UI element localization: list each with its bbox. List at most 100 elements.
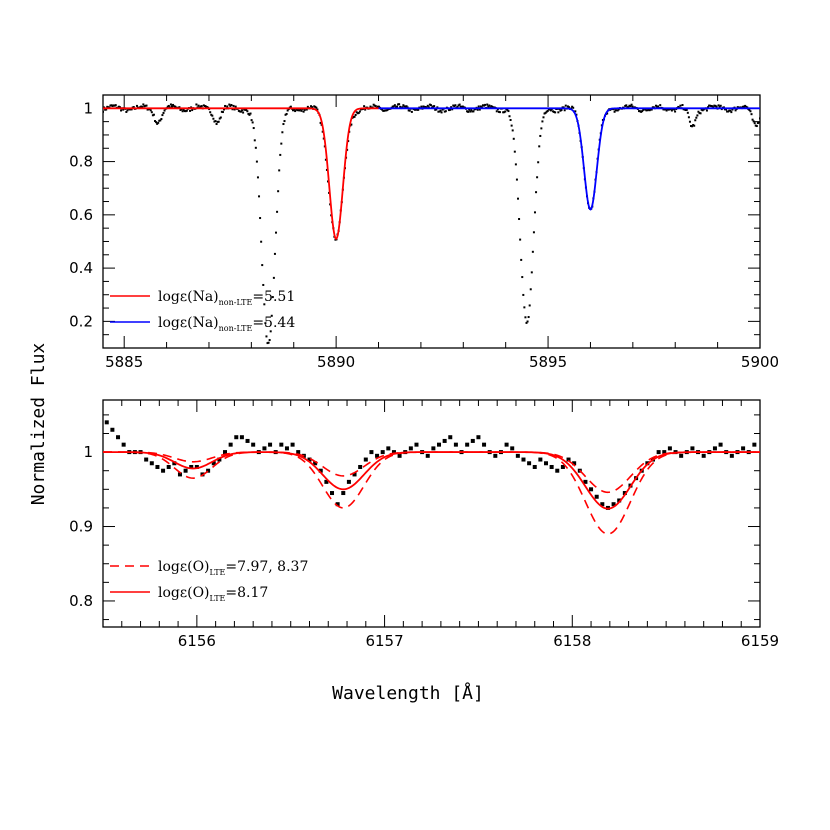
observed-point: [386, 446, 391, 451]
observed-point: [564, 104, 567, 107]
observed-point: [282, 123, 285, 126]
observed-point: [178, 106, 181, 109]
observed-point: [533, 211, 536, 214]
observed-point: [154, 120, 157, 123]
observed-point: [756, 122, 759, 125]
y-tick-label: 0.8: [69, 592, 93, 610]
observed-point: [742, 105, 745, 108]
observed-point: [749, 110, 752, 113]
observed-point: [381, 108, 384, 111]
observed-point: [189, 464, 194, 469]
observed-point: [450, 106, 453, 109]
observed-point: [369, 105, 372, 108]
observed-point: [294, 110, 297, 113]
observed-point: [526, 320, 529, 323]
observed-point: [626, 106, 629, 109]
observed-point: [183, 468, 188, 473]
observed-point: [481, 104, 484, 107]
top-panel: 5885 5890 5895 59000.20.40.60.81logε(Na)non…: [69, 94, 779, 371]
observed-point: [718, 442, 723, 447]
observed-point: [319, 121, 322, 124]
observed-point: [656, 105, 659, 108]
observed-point: [155, 121, 158, 124]
observed-point: [531, 250, 534, 253]
observed-point: [743, 105, 746, 108]
observed-point: [435, 108, 438, 111]
observed-point: [438, 110, 441, 113]
observed-point: [191, 109, 194, 112]
observed-point: [150, 111, 153, 114]
observed-point: [695, 116, 698, 119]
observed-point: [714, 104, 717, 107]
observed-point: [465, 442, 470, 447]
observed-point: [277, 190, 280, 193]
observed-point: [200, 105, 203, 108]
observed-point: [161, 468, 166, 473]
observed-point: [476, 108, 479, 111]
x-tick-label: 6158: [553, 632, 591, 650]
observed-point: [537, 161, 540, 164]
legend-label: logε(Na)non-LTE=5.44: [158, 315, 295, 333]
observed-point: [346, 479, 351, 484]
observed-point: [511, 129, 514, 132]
observed-point: [209, 111, 212, 114]
observed-point: [177, 472, 182, 477]
legend-label-tail: =5.51: [252, 289, 295, 305]
observed-point: [271, 296, 274, 299]
observed-point: [160, 118, 163, 121]
observed-point: [290, 442, 295, 447]
observed-point: [717, 104, 720, 107]
plot-frame: [102, 399, 761, 628]
observed-point: [149, 461, 154, 466]
observed-point: [571, 105, 574, 108]
observed-point: [410, 110, 413, 113]
legend-label-tail: =7.97, 8.37: [225, 559, 308, 575]
y-tick-label: 1: [83, 99, 93, 117]
observed-point: [393, 104, 396, 107]
observed-point: [613, 110, 616, 113]
observed-point: [157, 121, 160, 124]
observed-point: [104, 420, 109, 425]
observed-point: [398, 103, 401, 106]
observed-point: [757, 121, 760, 124]
observed-point: [495, 110, 498, 113]
observed-point: [476, 435, 481, 440]
observed-point: [152, 113, 155, 116]
observed-point: [116, 435, 121, 440]
observed-point: [375, 453, 380, 458]
observed-point: [384, 109, 387, 112]
observed-point: [140, 105, 143, 108]
observed-point: [318, 468, 323, 473]
observed-point: [382, 109, 385, 112]
observed-point: [275, 231, 278, 234]
observed-point: [369, 450, 374, 455]
observed-point: [204, 105, 207, 108]
observed-point: [745, 105, 748, 108]
observed-point: [448, 435, 453, 440]
observed-point: [222, 108, 225, 111]
observed-point: [715, 105, 718, 108]
observed-point: [145, 104, 148, 107]
observed-point: [350, 123, 353, 126]
observed-point: [726, 110, 729, 113]
observed-point: [482, 442, 487, 447]
observed-point: [574, 110, 577, 113]
observed-point: [276, 210, 279, 213]
observed-point: [392, 105, 395, 108]
observed-point: [183, 110, 186, 113]
observed-point: [654, 104, 657, 107]
observed-point: [553, 110, 556, 113]
observed-point: [233, 108, 236, 111]
observed-point: [195, 103, 198, 106]
observed-point: [182, 108, 185, 111]
observed-point: [112, 104, 115, 107]
observed-point: [238, 110, 241, 113]
observed-point: [416, 108, 419, 111]
observed-point: [422, 105, 425, 108]
observed-point: [300, 109, 303, 112]
observed-point: [374, 105, 377, 108]
observed-point: [230, 104, 233, 107]
observed-point: [681, 104, 684, 107]
observed-point: [454, 104, 457, 107]
observed-point: [218, 117, 221, 120]
